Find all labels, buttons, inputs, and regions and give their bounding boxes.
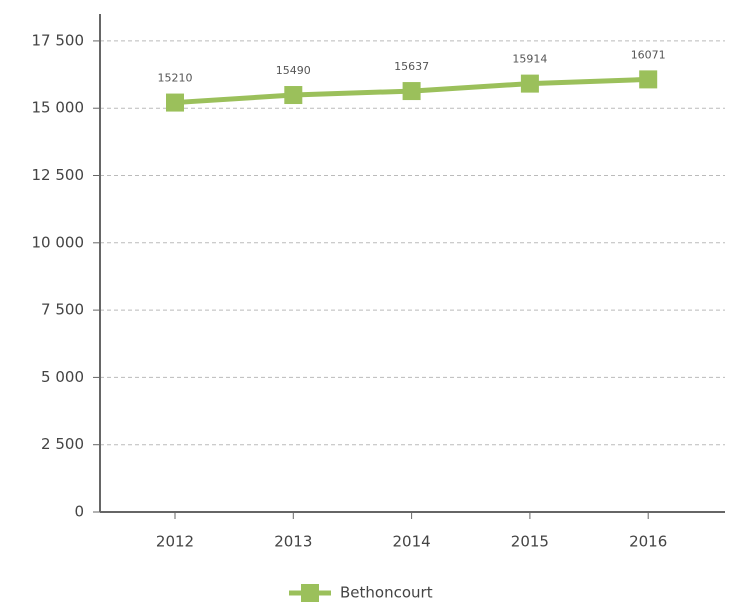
data-label: 15637 <box>394 60 429 73</box>
x-tick-label: 2015 <box>511 533 549 551</box>
y-tick-label: 17 500 <box>32 31 85 49</box>
data-label: 15490 <box>276 64 311 77</box>
y-tick-label: 15 000 <box>32 99 85 117</box>
y-tick-label: 12 500 <box>32 166 85 184</box>
point-marker <box>639 70 658 89</box>
y-tick-label: 5 000 <box>41 368 84 386</box>
point-marker <box>166 93 184 112</box>
x-tick-label: 2016 <box>629 533 667 551</box>
y-tick-label: 10 000 <box>32 233 85 251</box>
point-marker <box>402 82 421 101</box>
x-tick-label: 2014 <box>393 533 431 551</box>
data-label: 15210 <box>158 72 193 85</box>
legend-marker <box>301 584 319 602</box>
point-marker <box>520 74 539 93</box>
point-marker <box>284 86 303 105</box>
data-label: 16071 <box>631 48 666 61</box>
x-tick-label: 2012 <box>156 533 194 551</box>
y-tick-label: 2 500 <box>41 435 84 453</box>
x-tick-label: 2013 <box>274 533 312 551</box>
y-tick-label: 7 500 <box>41 301 84 319</box>
legend-label: Bethoncourt <box>340 584 433 602</box>
y-tick-label: 0 <box>74 503 84 521</box>
data-label: 15914 <box>512 53 547 66</box>
